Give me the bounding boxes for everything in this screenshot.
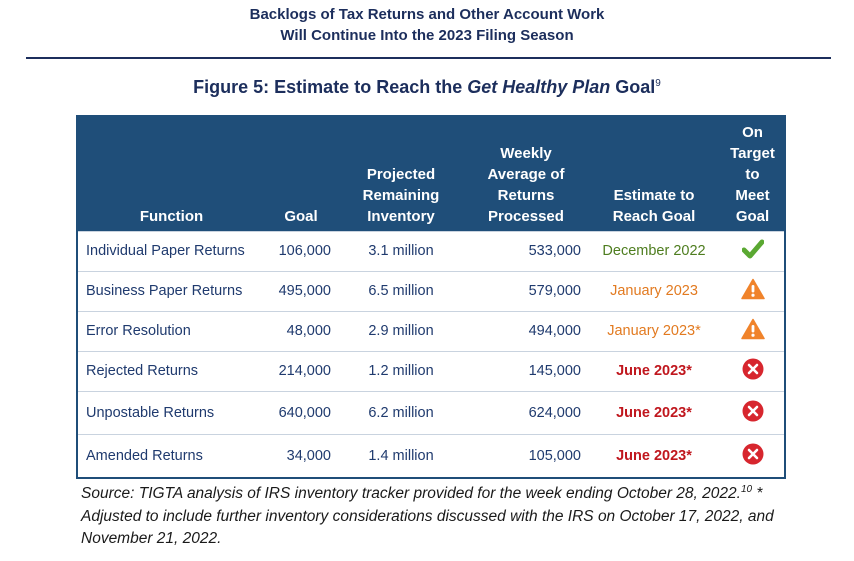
cell-weekly: 105,000 [465,433,587,478]
x-circle-icon [742,358,764,384]
source-text: Source: TIGTA analysis of IRS inventory … [81,485,741,503]
cell-weekly: 145,000 [465,350,587,391]
cell-function: Rejected Returns [77,350,265,391]
cell-status [721,270,785,311]
cell-goal: 495,000 [265,270,337,311]
table-row: Error Resolution 48,000 2.9 million 494,000… [77,310,785,351]
cell-weekly: 533,000 [465,230,587,271]
header-estimate: Estimate to Reach Goal [587,116,721,231]
cell-weekly: 579,000 [465,270,587,311]
header-inventory: Projected Remaining Inventory [337,116,465,231]
report-header-line2: Will Continue Into the 2023 Filing Seaso… [280,27,574,44]
cell-inventory: 3.1 million [337,230,465,271]
cell-weekly: 624,000 [465,390,587,434]
x-circle-icon [742,400,764,426]
header-target: On Target to Meet Goal [721,116,785,231]
header-divider [26,57,831,59]
table-row: Individual Paper Returns 106,000 3.1 milli… [77,230,785,271]
x-circle-icon [742,443,764,469]
cell-inventory: 6.5 million [337,270,465,311]
cell-estimate: June 2023* [587,433,721,478]
table-row: Business Paper Returns 495,000 6.5 million… [77,270,785,311]
figure-footnote-marker: 9 [655,78,661,89]
table-row: Amended Returns 34,000 1.4 million 105,000 J… [77,433,785,478]
cell-inventory: 1.2 million [337,350,465,391]
figure-title-suffix: Goal [610,77,656,97]
cell-status [721,310,785,351]
cell-estimate: January 2023 [587,270,721,311]
warning-icon [740,318,765,344]
table-row: Unpostable Returns 640,000 6.2 million 624,… [77,390,785,434]
figure-title: Figure 5: Estimate to Reach the Get Heal… [0,77,854,98]
cell-goal: 48,000 [265,310,337,351]
table-header-row: Function Goal Projected Remaining Invent… [77,116,785,231]
figure-title-italic: Get Healthy Plan [467,77,611,97]
cell-function: Business Paper Returns [77,270,265,311]
cell-function: Error Resolution [77,310,265,351]
figure-title-label: Figure 5: Estimate to Reach the [193,77,468,97]
goal-estimate-table: Function Goal Projected Remaining Invent… [76,115,786,479]
cell-status [721,433,785,478]
cell-inventory: 6.2 million [337,390,465,434]
cell-inventory: 2.9 million [337,310,465,351]
source-footnote-marker: 10 [740,484,753,495]
check-icon [741,239,764,263]
header-goal: Goal [265,116,337,231]
cell-inventory: 1.4 million [337,433,465,478]
cell-status [721,230,785,271]
cell-weekly: 494,000 [465,310,587,351]
cell-estimate: January 2023* [587,310,721,351]
cell-status [721,350,785,391]
cell-goal: 214,000 [265,350,337,391]
header-function: Function [77,116,265,231]
warning-icon [740,278,765,304]
cell-goal: 640,000 [265,390,337,434]
cell-goal: 34,000 [265,433,337,478]
cell-function: Individual Paper Returns [77,230,265,271]
cell-estimate: June 2023* [587,350,721,391]
report-header-line1: Backlogs of Tax Returns and Other Accoun… [249,6,605,23]
cell-estimate: December 2022 [587,230,721,271]
cell-function: Amended Returns [77,433,265,478]
cell-function: Unpostable Returns [77,390,265,434]
cell-estimate: June 2023* [587,390,721,434]
source-adjustment-note: * Adjusted to include further inventory … [81,485,774,548]
cell-goal: 106,000 [265,230,337,271]
report-header: Backlogs of Tax Returns and Other Accoun… [0,4,854,46]
table-row: Rejected Returns 214,000 1.2 million 145,00… [77,350,785,391]
source-note: Source: TIGTA analysis of IRS inventory … [81,479,781,551]
cell-status [721,390,785,434]
header-weekly: Weekly Average of Returns Processed [465,116,587,231]
